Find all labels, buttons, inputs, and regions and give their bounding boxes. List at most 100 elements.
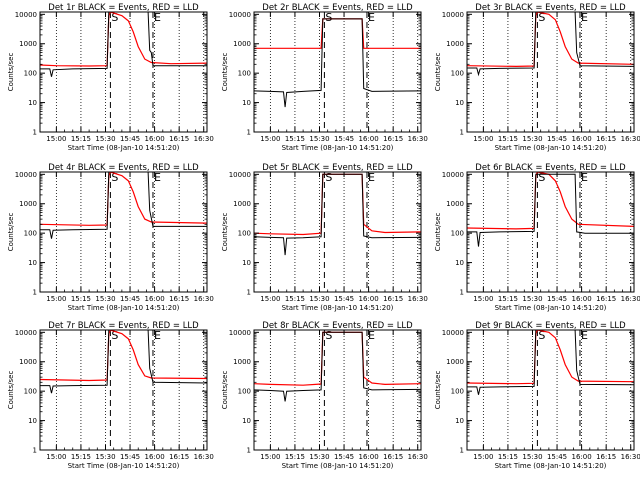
x-tick-label: 16:15 [383, 295, 403, 303]
series-lld-line [40, 12, 207, 67]
x-tick-label: 15:45 [334, 453, 354, 461]
y-axis-label: Counts/sec [434, 213, 442, 252]
y-tick-label: 10 [28, 417, 37, 425]
marker-label: S [325, 171, 332, 184]
y-tick-label: 1000 [19, 358, 37, 366]
x-tick-label: 15:30 [522, 453, 542, 461]
x-tick-label: 16:30 [194, 295, 214, 303]
y-tick-label: 1000 [446, 200, 464, 208]
x-tick-label: 15:00 [46, 295, 66, 303]
x-tick-label: 16:00 [572, 453, 592, 461]
y-tick-label: 1 [460, 447, 464, 455]
y-axis-label: Counts/sec [7, 213, 15, 252]
y-tick-label: 1 [33, 447, 37, 455]
series-lld-line [254, 18, 421, 49]
y-tick-label: 1 [460, 129, 464, 137]
panel-title: Det 3r BLACK = Events, RED = LLD [475, 3, 626, 13]
x-tick-label: 15:30 [95, 135, 115, 143]
marker-label: E [154, 171, 161, 184]
marker-label: S [538, 11, 545, 24]
x-axis-label: Start Time (08-Jan-10 14:51:20) [68, 144, 180, 152]
plot-frame [466, 329, 635, 451]
marker-label: S [111, 11, 118, 24]
x-tick-label: 15:45 [120, 135, 140, 143]
x-tick-label: 16:30 [408, 453, 428, 461]
x-tick-label: 16:30 [408, 295, 428, 303]
y-tick-label: 10000 [442, 329, 464, 337]
x-tick-label: 16:30 [621, 295, 640, 303]
series-events-line [40, 172, 207, 239]
series-lld-line [467, 330, 634, 385]
x-tick-label: 15:15 [285, 295, 305, 303]
y-tick-label: 1 [247, 289, 251, 297]
y-tick-label: 10 [242, 99, 251, 107]
x-axis-label: Start Time (08-Jan-10 14:51:20) [68, 462, 180, 470]
x-tick-label: 15:45 [547, 453, 567, 461]
marker-label: E [581, 11, 588, 24]
x-tick-label: 16:15 [383, 135, 403, 143]
panel-title: Det 8r BLACK = Events, RED = LLD [262, 321, 413, 331]
y-tick-label: 1 [460, 289, 464, 297]
x-tick-label: 16:00 [359, 135, 379, 143]
x-tick-label: 16:30 [194, 135, 214, 143]
x-tick-label: 15:15 [71, 135, 91, 143]
y-tick-label: 100 [451, 70, 464, 78]
marker-label: S [111, 329, 118, 342]
series-lld-line [467, 12, 634, 68]
series-events-line [254, 18, 421, 108]
x-tick-label: 15:00 [260, 453, 280, 461]
y-tick-label: 1000 [19, 40, 37, 48]
plot-frame [466, 171, 635, 293]
y-tick-label: 10 [455, 259, 464, 267]
y-axis-label: Counts/sec [221, 213, 229, 252]
y-axis-label: Counts/sec [434, 53, 442, 92]
x-tick-label: 15:00 [473, 453, 493, 461]
x-tick-label: 15:00 [260, 295, 280, 303]
x-tick-label: 15:00 [260, 135, 280, 143]
x-tick-label: 16:00 [145, 135, 165, 143]
y-tick-label: 1000 [446, 358, 464, 366]
y-tick-label: 10 [242, 417, 251, 425]
x-tick-label: 16:00 [359, 295, 379, 303]
y-tick-label: 100 [24, 70, 37, 78]
x-tick-label: 15:30 [309, 295, 329, 303]
plot-frame [253, 11, 422, 133]
y-tick-label: 100 [451, 230, 464, 238]
y-tick-label: 10000 [15, 171, 37, 179]
marker-label: E [581, 329, 588, 342]
y-tick-label: 100 [24, 230, 37, 238]
x-tick-label: 15:15 [498, 295, 518, 303]
y-tick-label: 10 [455, 99, 464, 107]
x-tick-label: 15:30 [522, 135, 542, 143]
plot-frame [39, 171, 208, 293]
x-tick-label: 15:45 [334, 135, 354, 143]
series-lld-line [254, 173, 421, 236]
y-tick-label: 100 [24, 388, 37, 396]
y-tick-label: 1 [247, 447, 251, 455]
x-tick-label: 16:15 [596, 295, 616, 303]
x-tick-label: 16:15 [596, 135, 616, 143]
marker-label: E [368, 11, 375, 24]
y-tick-label: 10 [242, 259, 251, 267]
x-tick-label: 15:45 [120, 295, 140, 303]
x-tick-label: 15:30 [522, 295, 542, 303]
x-tick-label: 15:45 [120, 453, 140, 461]
x-axis-label: Start Time (08-Jan-10 14:51:20) [68, 304, 180, 312]
series-lld-line [40, 172, 207, 226]
x-tick-label: 15:45 [334, 295, 354, 303]
y-tick-label: 100 [238, 388, 251, 396]
y-tick-label: 10000 [229, 329, 251, 337]
y-axis-label: Counts/sec [7, 53, 15, 92]
plot-frame [466, 11, 635, 133]
series-events-line [254, 331, 421, 402]
x-tick-label: 16:15 [169, 453, 189, 461]
x-axis-label: Start Time (08-Jan-10 14:51:20) [495, 304, 607, 312]
marker-label: E [581, 171, 588, 184]
